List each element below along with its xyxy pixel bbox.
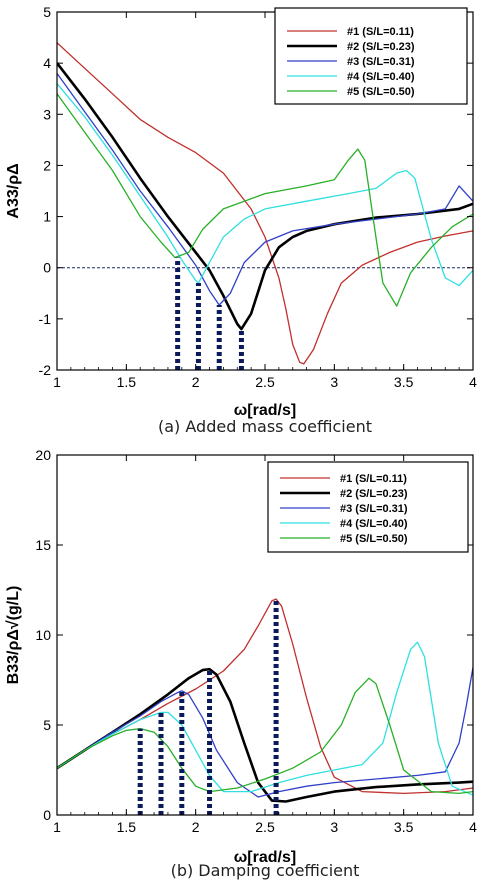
x-tick-label: 4 [469,819,477,835]
series-line-4 [57,641,473,796]
y-axis-label: A33/ρΔ [5,163,22,218]
legend-label-1: #1 (S/L=0.11) [347,26,414,38]
legend-box [267,461,469,553]
chart-damping: 1 1.5 2 2.5 3 3.5 4 0 5 10 15 20 ω[rad/s] B33/ρΔ√(g/L… [5,447,477,880]
y-tick-label: -1 [39,311,52,327]
y-tick-label: 2 [43,157,51,173]
y-tick-label: 0 [43,260,51,276]
y-tick-label: 10 [35,627,51,643]
y-tick-label: -2 [39,362,52,378]
y-tick-label: 0 [43,807,51,823]
series-line-3 [57,73,473,306]
x-tick-label: 1.5 [117,374,137,390]
y-tick-label: 3 [43,106,51,122]
series-line-5 [57,677,473,795]
x-tick-label: 1 [53,819,61,835]
x-tick-label: 3 [330,374,338,390]
legend-box [274,7,468,105]
series-line-1 [57,598,473,795]
legend-label-4: #4 (S/L=0.40) [347,71,415,83]
legend-label-5: #5 (S/L=0.50) [340,533,408,545]
x-tick-label: 2.5 [255,819,275,835]
x-tick-label: 4 [469,374,477,390]
series-line-3 [57,667,473,798]
series-line-4 [57,83,473,287]
legend-label-3: #3 (S/L=0.31) [347,56,415,68]
legend-label-3: #3 (S/L=0.31) [340,503,408,515]
legend-label-5: #5 (S/L=0.50) [347,86,415,98]
legend-label-2: #2 (S/L=0.23) [347,41,415,53]
series-group [57,598,473,803]
y-tick-label: 20 [35,447,51,463]
figure-caption: (a) Added mass coefficient [158,417,372,436]
series-line-2 [57,667,473,803]
x-tick-label: 1.5 [117,819,137,835]
x-tick-label: 3.5 [394,819,414,835]
x-tick-label: 2 [192,819,200,835]
x-axis-label: ω[rad/s] [234,402,296,419]
legend-label-4: #4 (S/L=0.40) [340,518,408,530]
x-tick-label: 2.5 [255,374,275,390]
y-axis-label: B33/ρΔ√(g/L) [5,586,22,685]
x-tick-label: 1 [53,374,61,390]
x-tick-label: 3 [330,819,338,835]
x-axis-label: ω[rad/s] [234,849,296,866]
series-line-5 [57,93,473,307]
series-line-2 [57,62,473,331]
series-group [57,42,473,365]
y-tick-label: 15 [35,537,51,553]
x-tick-label: 3.5 [394,374,414,390]
series-line-1 [57,42,473,365]
chart-added-mass: 1 1.5 2 2.5 3 3.5 4 -2 -1 0 1 2 3 4 5 ω[rad/s] A33/ρΔ (a)… [5,4,477,436]
y-tick-label: 1 [43,209,51,225]
figure-caption: (b) Damping coefficient [171,861,360,880]
legend-label-2: #2 (S/L=0.23) [340,488,408,500]
y-tick-label: 5 [43,4,51,20]
y-tick-label: 4 [43,55,51,71]
y-tick-label: 5 [43,717,51,733]
legend-label-1: #1 (S/L=0.11) [340,473,407,485]
x-tick-label: 2 [192,374,200,390]
